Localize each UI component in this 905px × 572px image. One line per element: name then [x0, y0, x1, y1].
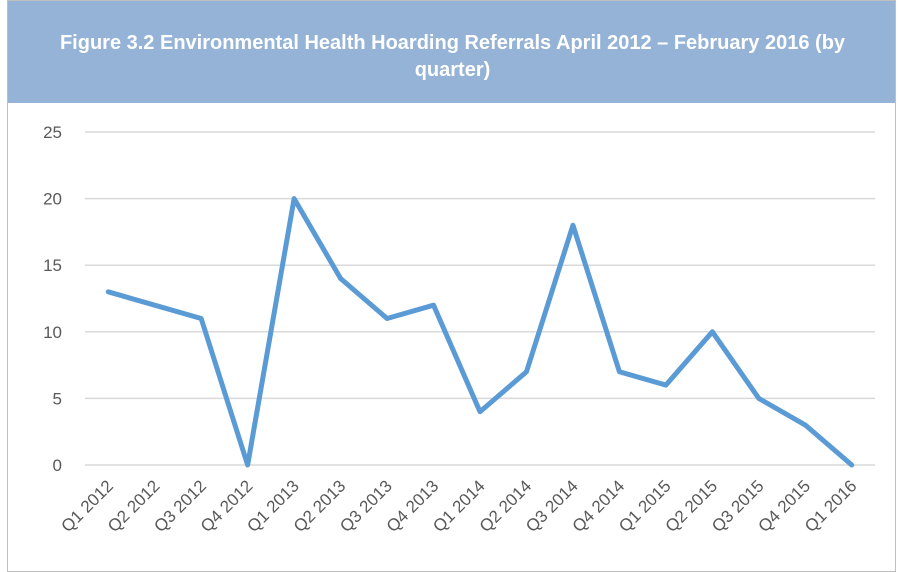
chart-title: Figure 3.2 Environmental Health Hoarding…: [59, 32, 846, 81]
title-banner: [8, 0, 895, 103]
y-tick-label: 0: [53, 456, 62, 475]
x-tick-label: Q1 2016: [801, 476, 861, 536]
y-tick-label: 25: [43, 123, 62, 142]
y-tick-label: 15: [43, 256, 62, 275]
data-line: [105, 196, 855, 468]
y-tick-label: 10: [43, 323, 62, 342]
y-tick-label: 20: [43, 190, 62, 209]
y-tick-label: 5: [53, 389, 62, 408]
